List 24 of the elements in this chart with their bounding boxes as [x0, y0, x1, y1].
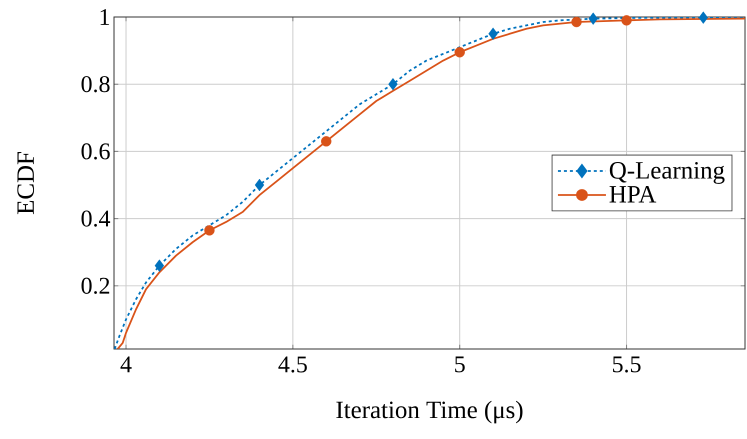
y-axis-title: ECDF: [17, 152, 34, 214]
point: [571, 16, 582, 28]
y-tick-label: 0.4: [82, 210, 110, 227]
x-tick-label: 4.5: [278, 356, 307, 373]
x-tick-label: 5.5: [612, 356, 641, 373]
point: [154, 259, 164, 272]
x-axis-title: Iteration Time (μs): [336, 400, 522, 424]
legend-label: Q-Learning: [610, 162, 725, 184]
y-tick-label: 0.2: [82, 278, 110, 294]
point: [488, 28, 498, 40]
point: [454, 47, 465, 58]
point: [621, 15, 632, 26]
x-tick-label: 5: [455, 356, 465, 372]
point: [588, 12, 598, 25]
point: [698, 11, 708, 24]
y-tick-label: 0.6: [82, 143, 110, 160]
point: [388, 78, 398, 90]
y-tick-label: 1: [100, 9, 110, 25]
point: [321, 136, 332, 146]
x-tick-label: 4: [120, 356, 132, 372]
point: [204, 225, 215, 236]
legend-label: HPA: [610, 186, 656, 202]
y-tick-label: 0.8: [82, 76, 110, 92]
point: [254, 178, 264, 192]
